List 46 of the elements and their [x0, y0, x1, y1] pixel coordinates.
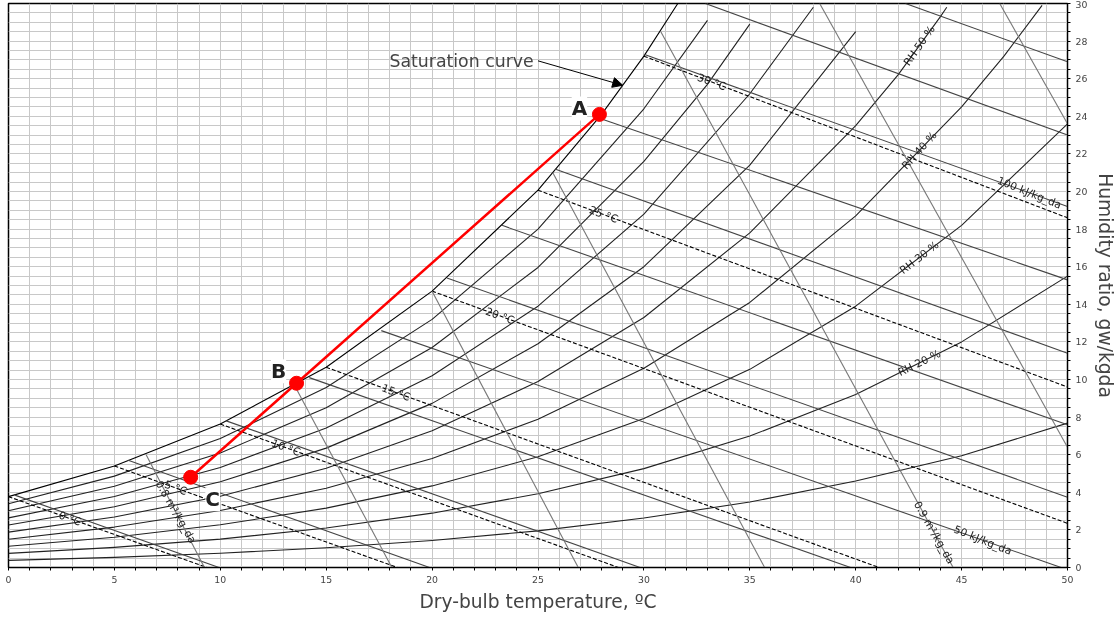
y-tick-label: 4	[1075, 486, 1082, 498]
annotation: RH 20 %	[895, 347, 943, 379]
x-tick-label: 30	[637, 573, 650, 585]
annotation: C	[205, 487, 220, 512]
y-tick-label: 20	[1075, 186, 1088, 197]
point	[591, 106, 607, 122]
annotation: 25 °C	[587, 203, 620, 226]
y-tick-label: 16	[1075, 261, 1088, 273]
point	[289, 375, 305, 391]
x-tick-label: 25	[532, 573, 544, 585]
x-tick-label: 0	[5, 573, 12, 585]
y-tick-label: 6	[1075, 449, 1082, 461]
x-tick-label: 20	[426, 573, 439, 585]
x-tick-label: 40	[849, 573, 862, 585]
y-tick-label: 8	[1075, 411, 1082, 423]
y-axis-title: Humidity ratio, gw/kgda	[1095, 173, 1117, 398]
y-tick-label: 26	[1075, 73, 1088, 85]
y-tick-label: 12	[1075, 336, 1088, 348]
x-tick-label: 50	[1061, 573, 1074, 585]
x-tick-label: 5	[111, 573, 118, 585]
annotation: RH 30 %	[897, 238, 942, 277]
annotation: 15 °C	[379, 381, 413, 404]
y-tick-label: 10	[1075, 374, 1088, 385]
y-tick-label: 22	[1075, 148, 1088, 160]
y-tick-label: 18	[1075, 223, 1088, 235]
annotation: A	[571, 96, 588, 121]
y-tick-label: 28	[1075, 35, 1088, 47]
x-tick-label: 15	[320, 573, 333, 585]
annotation: 0 °C	[56, 508, 83, 529]
annotation: B	[270, 359, 287, 384]
y-tick-label: 14	[1075, 298, 1088, 310]
annotation: 10 °C	[269, 436, 303, 459]
y-tick-label: 0	[1075, 562, 1082, 573]
annotation: RH 40 %	[899, 129, 940, 172]
annotation: RH 50 %	[900, 23, 938, 69]
annotation: Saturation curve	[389, 50, 534, 71]
y-tick-label: 24	[1075, 110, 1088, 122]
annotation: 20 °C	[483, 304, 517, 328]
x-tick-label: 35	[743, 573, 756, 585]
x-axis-title: Dry-bulb temperature, ºC	[419, 590, 657, 612]
y-tick-label: 30	[1075, 0, 1088, 10]
x-tick-label: 10	[214, 573, 227, 585]
x-tick-label: 45	[955, 573, 968, 585]
annotation: 30 °C	[695, 70, 728, 94]
y-tick-label: 2	[1075, 524, 1082, 536]
point	[183, 469, 199, 485]
